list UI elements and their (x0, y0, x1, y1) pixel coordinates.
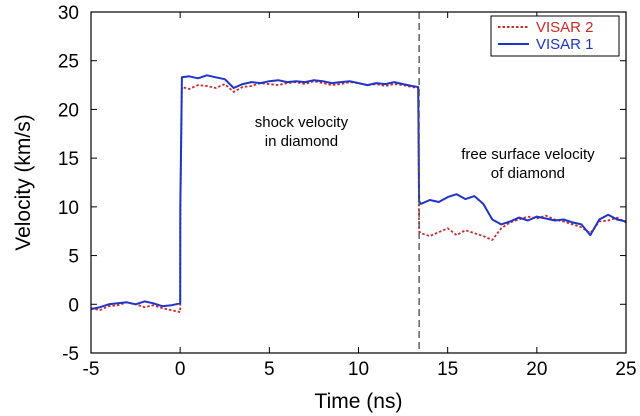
x-axis-title: Time (ns) (315, 390, 403, 413)
y-tick-label: 5 (68, 247, 79, 268)
y-tick-label: 30 (58, 3, 79, 24)
y-tick-label: 0 (68, 295, 79, 316)
plot-area (91, 12, 626, 353)
annotation-line: in diamond (265, 133, 338, 150)
y-tick-label: 15 (58, 149, 79, 170)
annotation-line: of diamond (491, 165, 565, 182)
axes: -5 0 5 10 15 20 25 -5 0 5 10 15 20 25 30 (58, 3, 637, 380)
plot-frame (90, 11, 627, 354)
legend-box (490, 15, 620, 57)
x-tick-label: 10 (348, 359, 369, 380)
y-tick-label: 25 (58, 52, 79, 73)
x-tick-label: 15 (437, 359, 458, 380)
y-tick-label: -5 (62, 344, 79, 365)
legend-label: VISAR 1 (536, 36, 594, 53)
series-line-visar-2 (91, 80, 626, 314)
x-tick-label: 0 (175, 359, 186, 380)
annotation-text: free surface velocity of diamond (461, 146, 595, 182)
series-line-visar-1 (91, 74, 626, 311)
x-tick-label: -5 (83, 359, 100, 380)
x-tick-label: 5 (264, 359, 275, 380)
y-tick-label: 10 (58, 198, 79, 219)
annotation-text: shock velocity in diamond (255, 114, 349, 150)
y-tick-label: 20 (58, 100, 79, 121)
x-tick-label: 20 (526, 359, 547, 380)
legend-label: VISAR 2 (536, 19, 594, 36)
x-tick-label: 25 (615, 359, 636, 380)
annotation-line: shock velocity (255, 114, 349, 131)
y-axis-title: Velocity (km/s) (12, 114, 35, 251)
annotation-line: free surface velocity (461, 146, 595, 163)
labels: Time (ns) Velocity (km/s) shock velocity in… (12, 114, 595, 413)
